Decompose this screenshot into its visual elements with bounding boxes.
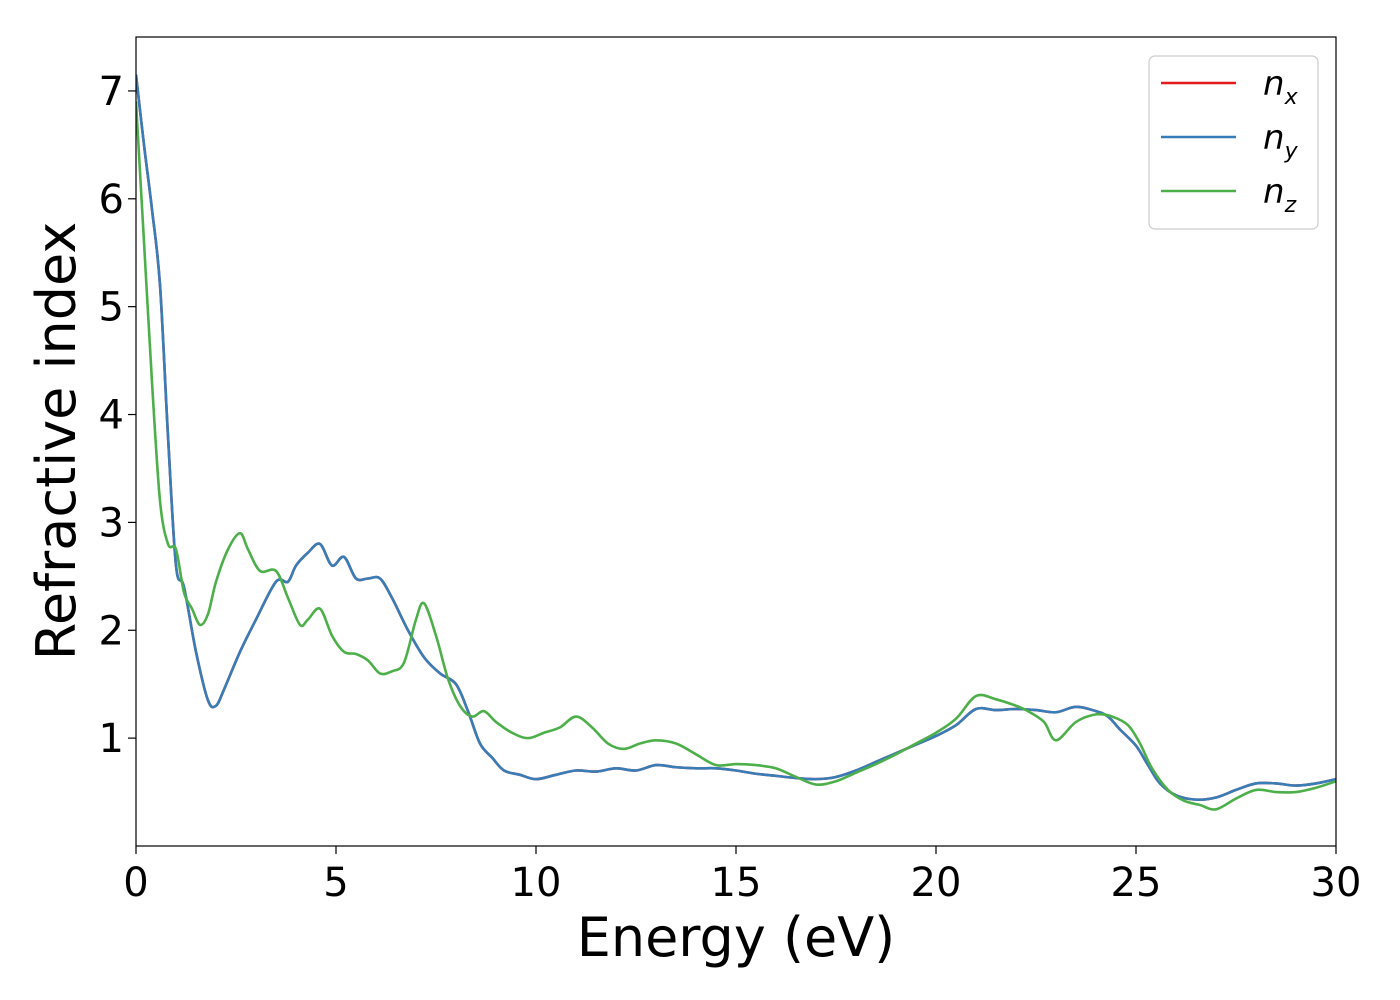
y-tick-label: 5 [99, 285, 124, 331]
legend: nx ny nz [1148, 55, 1319, 230]
x-tick-label: 0 [123, 860, 148, 906]
series-line-y [136, 74, 1336, 801]
y-axis-ticks: 1 2 3 4 5 6 7 [99, 69, 136, 762]
y-tick-label: 6 [99, 177, 124, 223]
legend-label-y: ny [1263, 118, 1299, 164]
plot-area [135, 36, 1337, 847]
x-axis-label: Energy (eV) [577, 906, 896, 969]
y-tick-label: 2 [99, 608, 124, 654]
x-tick-label: 20 [911, 860, 962, 906]
legend-label-x: nx [1263, 64, 1299, 110]
x-tick-label: 10 [511, 860, 562, 906]
y-tick-label: 1 [99, 716, 124, 762]
series-line-z [136, 101, 1336, 811]
legend-label-z: nz [1263, 172, 1297, 218]
legend-box [1148, 55, 1319, 230]
x-tick-label: 15 [711, 860, 762, 906]
y-axis-label: Refractive index [25, 222, 88, 661]
y-tick-label: 4 [99, 393, 124, 439]
x-tick-label: 25 [1111, 860, 1162, 906]
x-tick-label: 30 [1311, 860, 1362, 906]
y-tick-label: 3 [99, 500, 124, 546]
x-tick-label: 5 [323, 860, 348, 906]
x-axis-ticks: 0 5 10 15 20 25 30 [123, 846, 1361, 906]
series-lines [136, 74, 1336, 811]
y-tick-label: 7 [99, 69, 124, 115]
